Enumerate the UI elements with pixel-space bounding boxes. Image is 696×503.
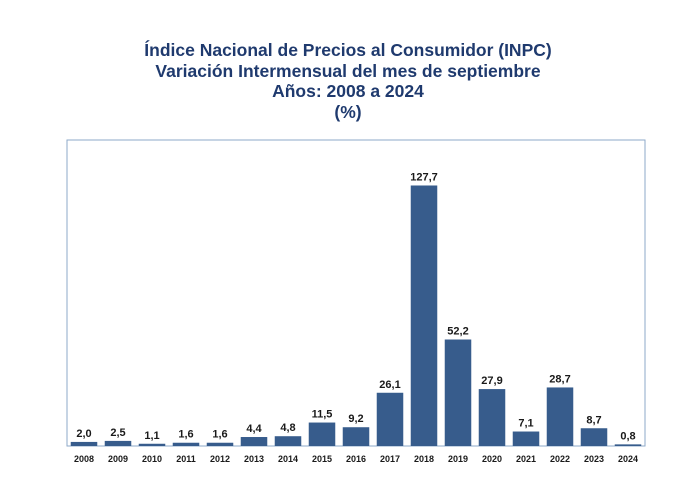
- x-tick-label-2024: 2024: [618, 454, 638, 464]
- bar-2018: [410, 185, 438, 447]
- bar-2011: [172, 442, 200, 446]
- x-tick-label-2012: 2012: [210, 454, 230, 464]
- bar-2019: [444, 339, 472, 446]
- x-tick-label-2008: 2008: [74, 454, 94, 464]
- bar-2012: [206, 442, 234, 446]
- value-label-2008: 2,0: [76, 428, 91, 440]
- chart-unit: (%): [334, 101, 362, 122]
- bar-2020: [478, 389, 506, 446]
- x-tick-label-2021: 2021: [516, 454, 536, 464]
- value-labels-group: 2,0 2,5 1,1 1,6 1,6 4,4 4,8 11,5 9,2 26,1 127,7 52,…: [76, 171, 635, 442]
- x-tick-label-2020: 2020: [482, 454, 502, 464]
- bar-2024: [614, 444, 642, 446]
- value-label-2015: 11,5: [312, 409, 333, 421]
- bar-2022: [546, 387, 574, 446]
- chart-years: Años: 2008 a 2024: [272, 81, 424, 101]
- x-tick-label-2018: 2018: [414, 454, 434, 464]
- value-label-2012: 1,6: [212, 429, 227, 441]
- bar-2008: [70, 441, 98, 446]
- x-tick-labels-group: 2008 2009 2010 2011 2012 2013 2014 2015 2016 2017…: [74, 454, 638, 464]
- value-label-2018: 127,7: [410, 171, 438, 183]
- value-label-2011: 1,6: [178, 429, 193, 441]
- x-tick-label-2017: 2017: [380, 454, 400, 464]
- value-label-2016: 9,2: [348, 413, 363, 425]
- bars-group: [70, 185, 642, 447]
- x-tick-label-2011: 2011: [176, 454, 196, 464]
- bar-2021: [512, 431, 540, 446]
- value-label-2014: 4,8: [280, 422, 295, 434]
- bar-2013: [240, 437, 268, 446]
- value-label-2013: 4,4: [246, 423, 262, 435]
- bar-2009: [104, 440, 132, 446]
- value-label-2021: 7,1: [518, 418, 533, 430]
- x-tick-label-2022: 2022: [550, 454, 570, 464]
- x-tick-label-2015: 2015: [312, 454, 332, 464]
- bar-2014: [274, 436, 302, 446]
- x-tick-label-2009: 2009: [108, 454, 128, 464]
- chart-title-block: Índice Nacional de Precios al Consumidor…: [0, 40, 696, 122]
- value-label-2019: 52,2: [447, 326, 468, 338]
- x-tick-label-2023: 2023: [584, 454, 604, 464]
- chart-subtitle: Variación Intermensual del mes de septie…: [155, 60, 541, 81]
- x-tick-label-2019: 2019: [448, 454, 468, 464]
- chart-title: Índice Nacional de Precios al Consumidor…: [144, 40, 552, 60]
- value-label-2017: 26,1: [379, 379, 400, 391]
- bar-2017: [376, 392, 404, 446]
- bar-2023: [580, 428, 608, 446]
- value-label-2009: 2,5: [110, 427, 125, 439]
- x-tick-label-2013: 2013: [244, 454, 264, 464]
- bar-2016: [342, 427, 370, 446]
- value-label-2022: 28,7: [549, 373, 570, 385]
- value-label-2024: 0,8: [620, 430, 635, 442]
- x-tick-label-2010: 2010: [142, 454, 162, 464]
- value-label-2023: 8,7: [586, 414, 601, 426]
- bar-2015: [308, 422, 336, 446]
- value-label-2020: 27,9: [481, 375, 502, 387]
- x-tick-label-2016: 2016: [346, 454, 366, 464]
- x-tick-label-2014: 2014: [278, 454, 298, 464]
- bar-2010: [138, 443, 166, 446]
- value-label-2010: 1,1: [144, 430, 159, 442]
